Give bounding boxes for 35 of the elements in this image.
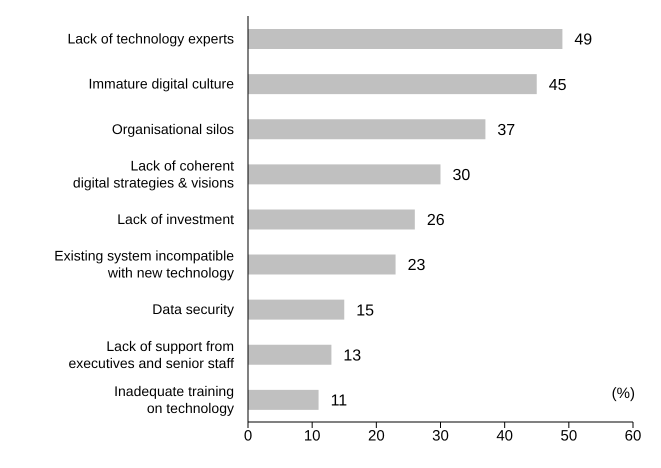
- bar: [248, 390, 319, 410]
- y-tick-label: Immature digital culture: [88, 76, 234, 92]
- bar: [248, 209, 415, 230]
- bar: [248, 74, 537, 94]
- data-label: 13: [343, 347, 362, 364]
- bar: [248, 254, 396, 275]
- bar: [248, 29, 562, 49]
- data-label: 45: [548, 76, 567, 94]
- data-label: 37: [497, 122, 516, 139]
- x-tick-label: 20: [368, 428, 385, 445]
- y-tick-label: Lack of investment: [117, 211, 234, 227]
- x-tick-label: 0: [244, 428, 252, 445]
- data-label: 49: [574, 32, 592, 49]
- data-label: 26: [426, 212, 445, 230]
- y-tick-label: Lack of coherent digital strategies & visions: [72, 157, 234, 190]
- y-tick-label: Existing system incompatible with new technology: [54, 248, 234, 281]
- data-label: 30: [452, 167, 470, 184]
- annotation: (%): [612, 385, 635, 402]
- y-tick-label: Inadequate training on technology: [114, 382, 234, 416]
- bar: [248, 164, 440, 184]
- y-tick-label: Data security: [152, 301, 234, 318]
- data-label: 23: [408, 257, 426, 274]
- bar: [248, 119, 486, 140]
- data-label: 15: [356, 302, 374, 320]
- data-label: 11: [330, 392, 348, 410]
- x-tick-label: 30: [432, 428, 449, 445]
- y-tick-label: Organisational silos: [112, 120, 234, 137]
- x-tick-label: 10: [304, 428, 321, 445]
- x-tick-label: 60: [624, 428, 642, 445]
- x-tick-label: 40: [496, 428, 514, 445]
- y-tick-label: Lack of support from executives and senior staff: [68, 338, 234, 371]
- x-tick-label: 50: [560, 428, 578, 445]
- bar: [248, 344, 332, 365]
- y-tick-label: Lack of technology experts: [67, 30, 234, 47]
- bar: [248, 300, 344, 320]
